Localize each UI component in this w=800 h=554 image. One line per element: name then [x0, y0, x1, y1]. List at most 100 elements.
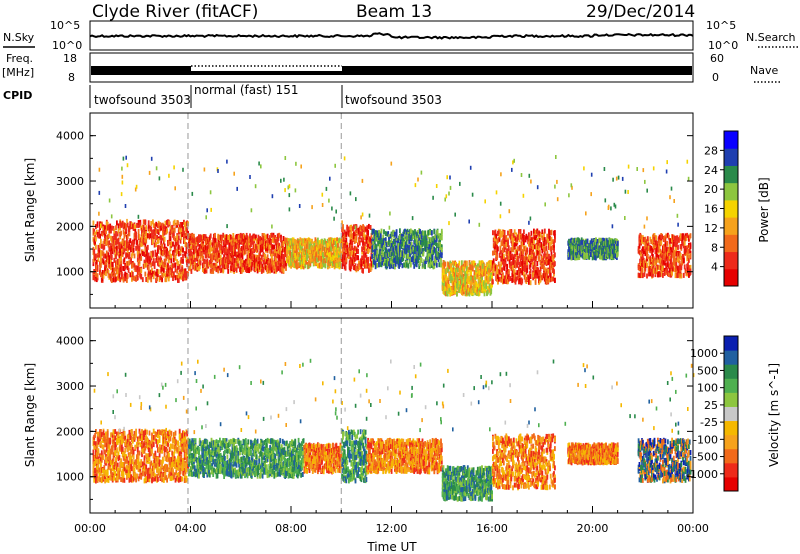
data-cell	[269, 242, 271, 248]
data-cell	[372, 262, 374, 268]
data-cell	[113, 228, 116, 234]
freq-tick-bottom: 8	[68, 71, 75, 84]
data-cell	[218, 241, 220, 247]
data-cell	[180, 223, 183, 229]
data-cell	[384, 231, 387, 237]
data-cell	[103, 230, 106, 236]
data-cell	[125, 223, 127, 229]
data-cell	[337, 245, 339, 251]
data-cell	[95, 236, 97, 242]
data-cell	[539, 277, 542, 283]
data-cell	[528, 256, 531, 262]
data-cell	[181, 222, 184, 227]
data-cell	[202, 243, 204, 249]
data-cell	[118, 258, 121, 263]
data-cell	[534, 265, 537, 271]
data-cell	[147, 259, 150, 265]
data-cell	[143, 263, 146, 268]
data-cell	[519, 229, 522, 234]
data-cell	[208, 260, 211, 265]
data-cell	[423, 263, 426, 269]
data-cell	[244, 249, 247, 255]
data-cell	[136, 257, 139, 263]
data-cell	[234, 266, 236, 271]
data-cell	[430, 237, 432, 243]
data-cell	[260, 259, 262, 265]
data-cell	[395, 233, 398, 239]
data-cell	[426, 233, 429, 239]
data-cell	[162, 251, 164, 257]
data-cell	[118, 273, 121, 279]
data-cell	[342, 247, 344, 253]
data-cell	[418, 264, 421, 269]
data-cell	[357, 255, 359, 261]
station-title: Clyde River (fitACF)	[92, 2, 258, 22]
data-cell	[260, 247, 262, 253]
data-cell	[126, 273, 129, 279]
data-cell	[172, 276, 174, 281]
data-cell	[458, 260, 461, 266]
data-cell	[168, 249, 171, 255]
data-cell	[262, 259, 265, 265]
data-cell	[109, 246, 112, 252]
data-cell	[180, 226, 183, 232]
data-cell	[213, 245, 215, 251]
data-cell	[106, 254, 109, 260]
data-cell	[167, 254, 169, 259]
data-cell	[127, 267, 130, 273]
data-cell	[145, 238, 148, 244]
data-cell	[239, 268, 242, 274]
data-cell	[507, 230, 509, 236]
data-cell	[497, 276, 500, 282]
data-cell	[105, 271, 107, 277]
data-cell	[401, 241, 404, 247]
data-cell	[392, 229, 395, 235]
data-cell	[143, 233, 146, 239]
data-cell	[536, 261, 539, 266]
data-cell	[126, 234, 129, 240]
data-cell	[363, 242, 366, 247]
data-cell	[250, 265, 253, 271]
data-cell	[339, 247, 342, 253]
data-cell	[270, 240, 272, 246]
data-cell	[166, 228, 168, 234]
data-cell	[204, 249, 207, 255]
data-cell	[294, 245, 297, 251]
data-cell	[392, 259, 395, 265]
data-cell	[397, 242, 400, 248]
data-cell	[492, 230, 494, 236]
data-cell	[368, 247, 370, 253]
data-cell	[155, 221, 158, 227]
date-title: 29/Dec/2014	[586, 2, 695, 22]
data-cell	[133, 239, 136, 245]
data-cell	[274, 249, 277, 254]
data-cell	[294, 260, 297, 266]
data-cell	[220, 240, 223, 246]
data-cell	[291, 262, 294, 268]
data-cell	[358, 264, 361, 270]
cpid-label: CPID	[3, 89, 32, 102]
data-cell	[496, 255, 498, 261]
data-cell	[543, 228, 546, 234]
data-cell	[242, 267, 245, 273]
data-cell	[279, 267, 282, 273]
data-cell	[287, 241, 290, 246]
data-cell	[311, 256, 313, 262]
data-cell	[296, 250, 298, 256]
data-cell	[150, 277, 153, 283]
data-cell	[183, 221, 186, 227]
data-cell	[157, 248, 159, 254]
data-cell	[197, 262, 199, 268]
data-cell	[128, 260, 131, 266]
data-cell	[157, 269, 160, 275]
data-cell	[188, 265, 190, 271]
data-cell	[345, 257, 348, 263]
data-cell	[262, 241, 265, 247]
data-cell	[162, 267, 165, 273]
data-cell	[543, 265, 545, 271]
data-cell	[222, 232, 225, 238]
data-cell	[131, 250, 134, 256]
data-cell	[299, 237, 302, 243]
data-cell	[413, 263, 416, 269]
data-cell	[262, 239, 265, 244]
